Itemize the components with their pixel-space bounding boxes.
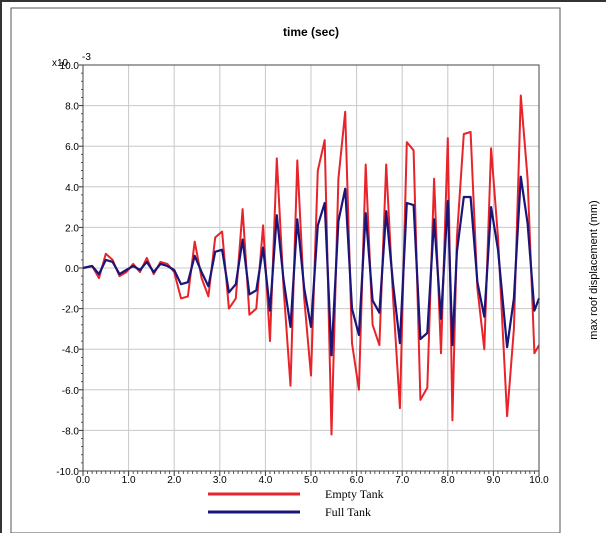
y-multiplier-base: x10 [52, 58, 69, 69]
series-layer [82, 94, 541, 436]
y-tick-label: 10.0 [60, 61, 80, 72]
y-multiplier-exponent: -3 [82, 52, 91, 63]
x-tick-label: 9.0 [486, 475, 500, 486]
y-tick-label: -2.0 [62, 305, 80, 316]
legend-label-full-tank: Full Tank [325, 505, 371, 519]
x-tick-label: 6.0 [350, 475, 364, 486]
y-tick-label: 6.0 [65, 142, 79, 153]
y-axis-label: max roof displacement (mm) [588, 200, 600, 339]
plot-area-border [82, 64, 540, 472]
x-tick-label: 5.0 [304, 475, 318, 486]
y-tick-label: 4.0 [65, 183, 79, 194]
y-tick-label: -6.0 [62, 386, 80, 397]
inner-frame [10, 7, 561, 533]
x-tick-label: 7.0 [395, 475, 409, 486]
y-tick-label: 8.0 [65, 102, 79, 113]
x-tick-label: 8.0 [441, 475, 455, 486]
legend: Empty Tank Full Tank [208, 487, 384, 519]
y-tick-label: 0.0 [65, 264, 79, 275]
x-tick-label: 3.0 [213, 475, 227, 486]
x-tick-label: 0.0 [76, 475, 90, 486]
grid-lines [83, 65, 539, 471]
legend-label-empty-tank: Empty Tank [325, 487, 384, 501]
x-tick-label: 4.0 [258, 475, 272, 486]
y-tick-label: -10.0 [56, 467, 79, 478]
x-tick-label: 10.0 [529, 475, 549, 486]
series-line-full-tank [82, 175, 541, 357]
x-tick-label: 2.0 [167, 475, 181, 486]
y-tick-label: -8.0 [62, 426, 80, 437]
y-tick-label: -4.0 [62, 345, 80, 356]
y-tick-label: 2.0 [65, 223, 79, 234]
x-tick-label: 1.0 [122, 475, 136, 486]
chart-title: time (sec) [283, 25, 339, 39]
